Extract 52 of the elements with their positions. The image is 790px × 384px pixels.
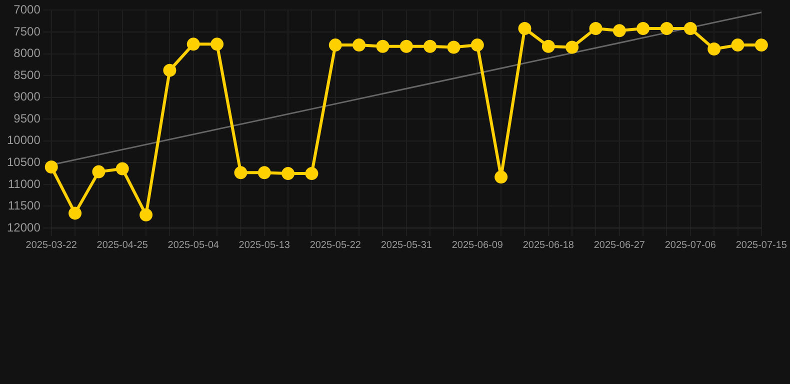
point [68,206,82,220]
y-tick-label: 9500 [14,111,41,126]
point [400,40,413,53]
x-tick-label: 2025-05-04 [168,240,220,251]
x-tick-label: 2025-03-22 [26,240,78,251]
x-tick-label: 2025-04-25 [96,240,148,251]
point [684,22,697,35]
point [518,22,532,35]
point [163,64,176,77]
y-tick-label: 12000 [6,220,41,234]
point [376,40,390,53]
y-tick-label: 7000 [14,2,41,17]
point [589,22,602,35]
point [352,38,366,52]
point [116,162,129,176]
y-tick-label: 10000 [6,133,41,148]
point [92,165,106,178]
point [328,38,342,52]
point [542,40,555,53]
x-tick-label: 2025-07-06 [664,240,716,251]
x-tick-label: 2025-06-09 [452,240,504,251]
point [234,166,248,180]
point [494,170,508,184]
y-tick-label: 8000 [14,46,41,60]
y-tick-label: 11000 [8,176,41,191]
point [636,22,650,35]
point [731,38,744,52]
point [566,40,579,54]
y-tick-label: 8500 [14,68,41,82]
point [660,22,674,35]
point [447,40,460,54]
y-tick-label: 9000 [14,90,41,104]
y-tick-label: 11500 [8,198,41,213]
point [754,38,768,52]
x-tick-label: 2025-05-31 [380,240,432,251]
point [282,167,295,180]
point [305,167,318,180]
point [424,40,437,53]
point [186,38,200,51]
point [612,24,626,38]
point [470,38,484,52]
x-tick-label: 2025-05-22 [310,240,362,251]
x-tick-label: 2025-06-27 [594,240,646,251]
point [210,38,224,51]
point [140,208,153,222]
x-tick-label: 2025-05-13 [238,240,290,251]
y-tick-label: 7500 [14,24,41,38]
point [258,166,271,180]
y-tick-label: 10500 [6,154,41,169]
point [708,42,721,56]
x-tick-label: 2025-07-15 [736,240,788,251]
x-tick-label: 2025-06-18 [522,240,574,251]
